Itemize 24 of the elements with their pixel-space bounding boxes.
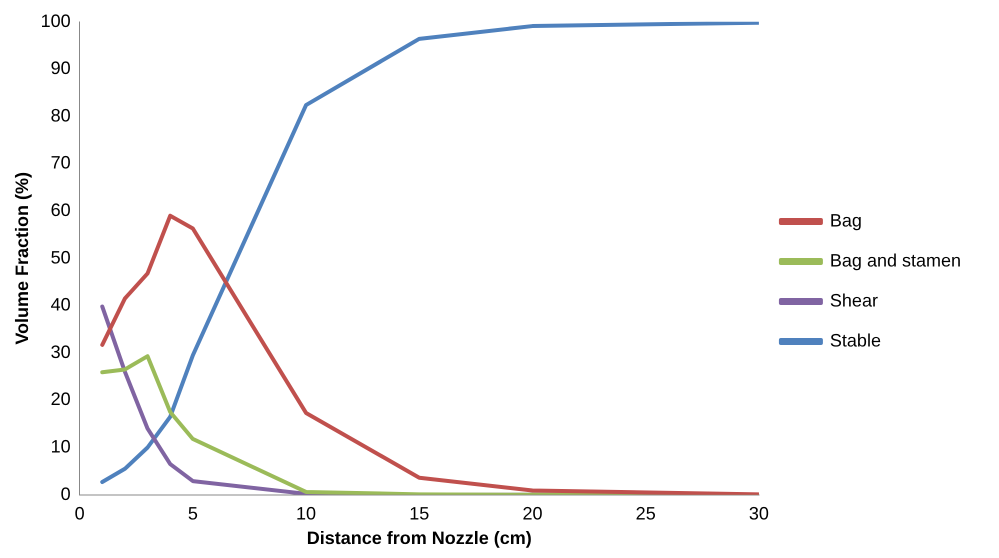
y-tick-label: 30 bbox=[50, 342, 71, 362]
y-tick-label: 50 bbox=[50, 247, 71, 268]
legend-label: Bag and stamen bbox=[830, 250, 962, 270]
y-tick-label: 0 bbox=[60, 484, 71, 504]
legend-label: Stable bbox=[830, 330, 881, 350]
legend-label: Bag bbox=[830, 210, 862, 230]
x-tick-label: 30 bbox=[748, 504, 769, 524]
y-tick-label: 10 bbox=[50, 436, 71, 456]
y-tick-label: 60 bbox=[50, 200, 71, 220]
y-tick-label: 90 bbox=[50, 58, 71, 78]
x-tick-label: 5 bbox=[188, 504, 198, 524]
y-tick-label: 100 bbox=[40, 10, 71, 31]
x-tick-label: 0 bbox=[74, 504, 85, 524]
y-tick-label: 40 bbox=[50, 294, 71, 315]
y-tick-label: 70 bbox=[50, 152, 71, 173]
y-tick-label: 80 bbox=[50, 105, 71, 126]
y-tick-label: 20 bbox=[50, 389, 71, 410]
legend-label: Shear bbox=[830, 290, 878, 310]
x-tick-label: 15 bbox=[409, 504, 430, 524]
x-tick-label: 20 bbox=[522, 504, 542, 524]
y-axis-title: Volume Fraction (%) bbox=[12, 172, 32, 345]
x-axis-title: Distance from Nozzle (cm) bbox=[306, 528, 532, 548]
x-tick-label: 10 bbox=[296, 504, 316, 524]
x-tick-label: 25 bbox=[636, 504, 656, 524]
